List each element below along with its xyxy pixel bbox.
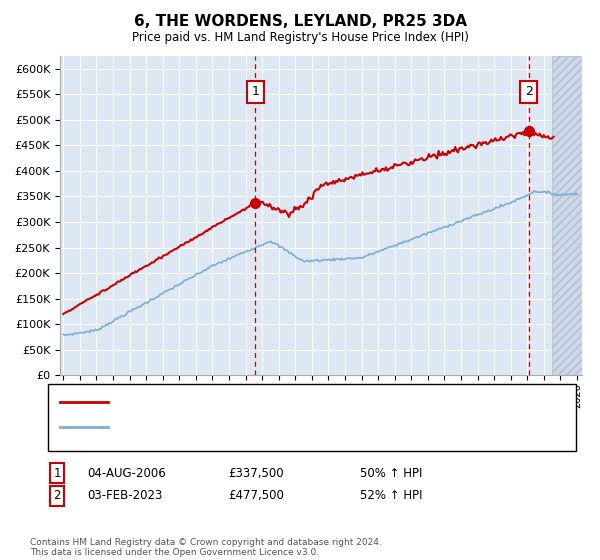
Text: 03-FEB-2023: 03-FEB-2023 <box>87 489 163 502</box>
Text: Price paid vs. HM Land Registry's House Price Index (HPI): Price paid vs. HM Land Registry's House … <box>131 31 469 44</box>
Text: 1: 1 <box>251 85 259 98</box>
Text: 6, THE WORDENS, LEYLAND, PR25 3DA: 6, THE WORDENS, LEYLAND, PR25 3DA <box>133 14 467 29</box>
Text: HPI: Average price, detached house, South Ribble: HPI: Average price, detached house, Sout… <box>120 422 397 432</box>
Text: 52% ↑ HPI: 52% ↑ HPI <box>360 489 422 502</box>
Text: Contains HM Land Registry data © Crown copyright and database right 2024.
This d: Contains HM Land Registry data © Crown c… <box>30 538 382 557</box>
Text: 50% ↑ HPI: 50% ↑ HPI <box>360 466 422 480</box>
Text: £337,500: £337,500 <box>228 466 284 480</box>
Text: 2: 2 <box>525 85 533 98</box>
Text: £477,500: £477,500 <box>228 489 284 502</box>
Text: 6, THE WORDENS, LEYLAND, PR25 3DA (detached house): 6, THE WORDENS, LEYLAND, PR25 3DA (detac… <box>120 396 440 407</box>
Text: 1: 1 <box>53 466 61 480</box>
Text: 04-AUG-2006: 04-AUG-2006 <box>87 466 166 480</box>
Bar <box>552 56 586 375</box>
Text: 2: 2 <box>53 489 61 502</box>
